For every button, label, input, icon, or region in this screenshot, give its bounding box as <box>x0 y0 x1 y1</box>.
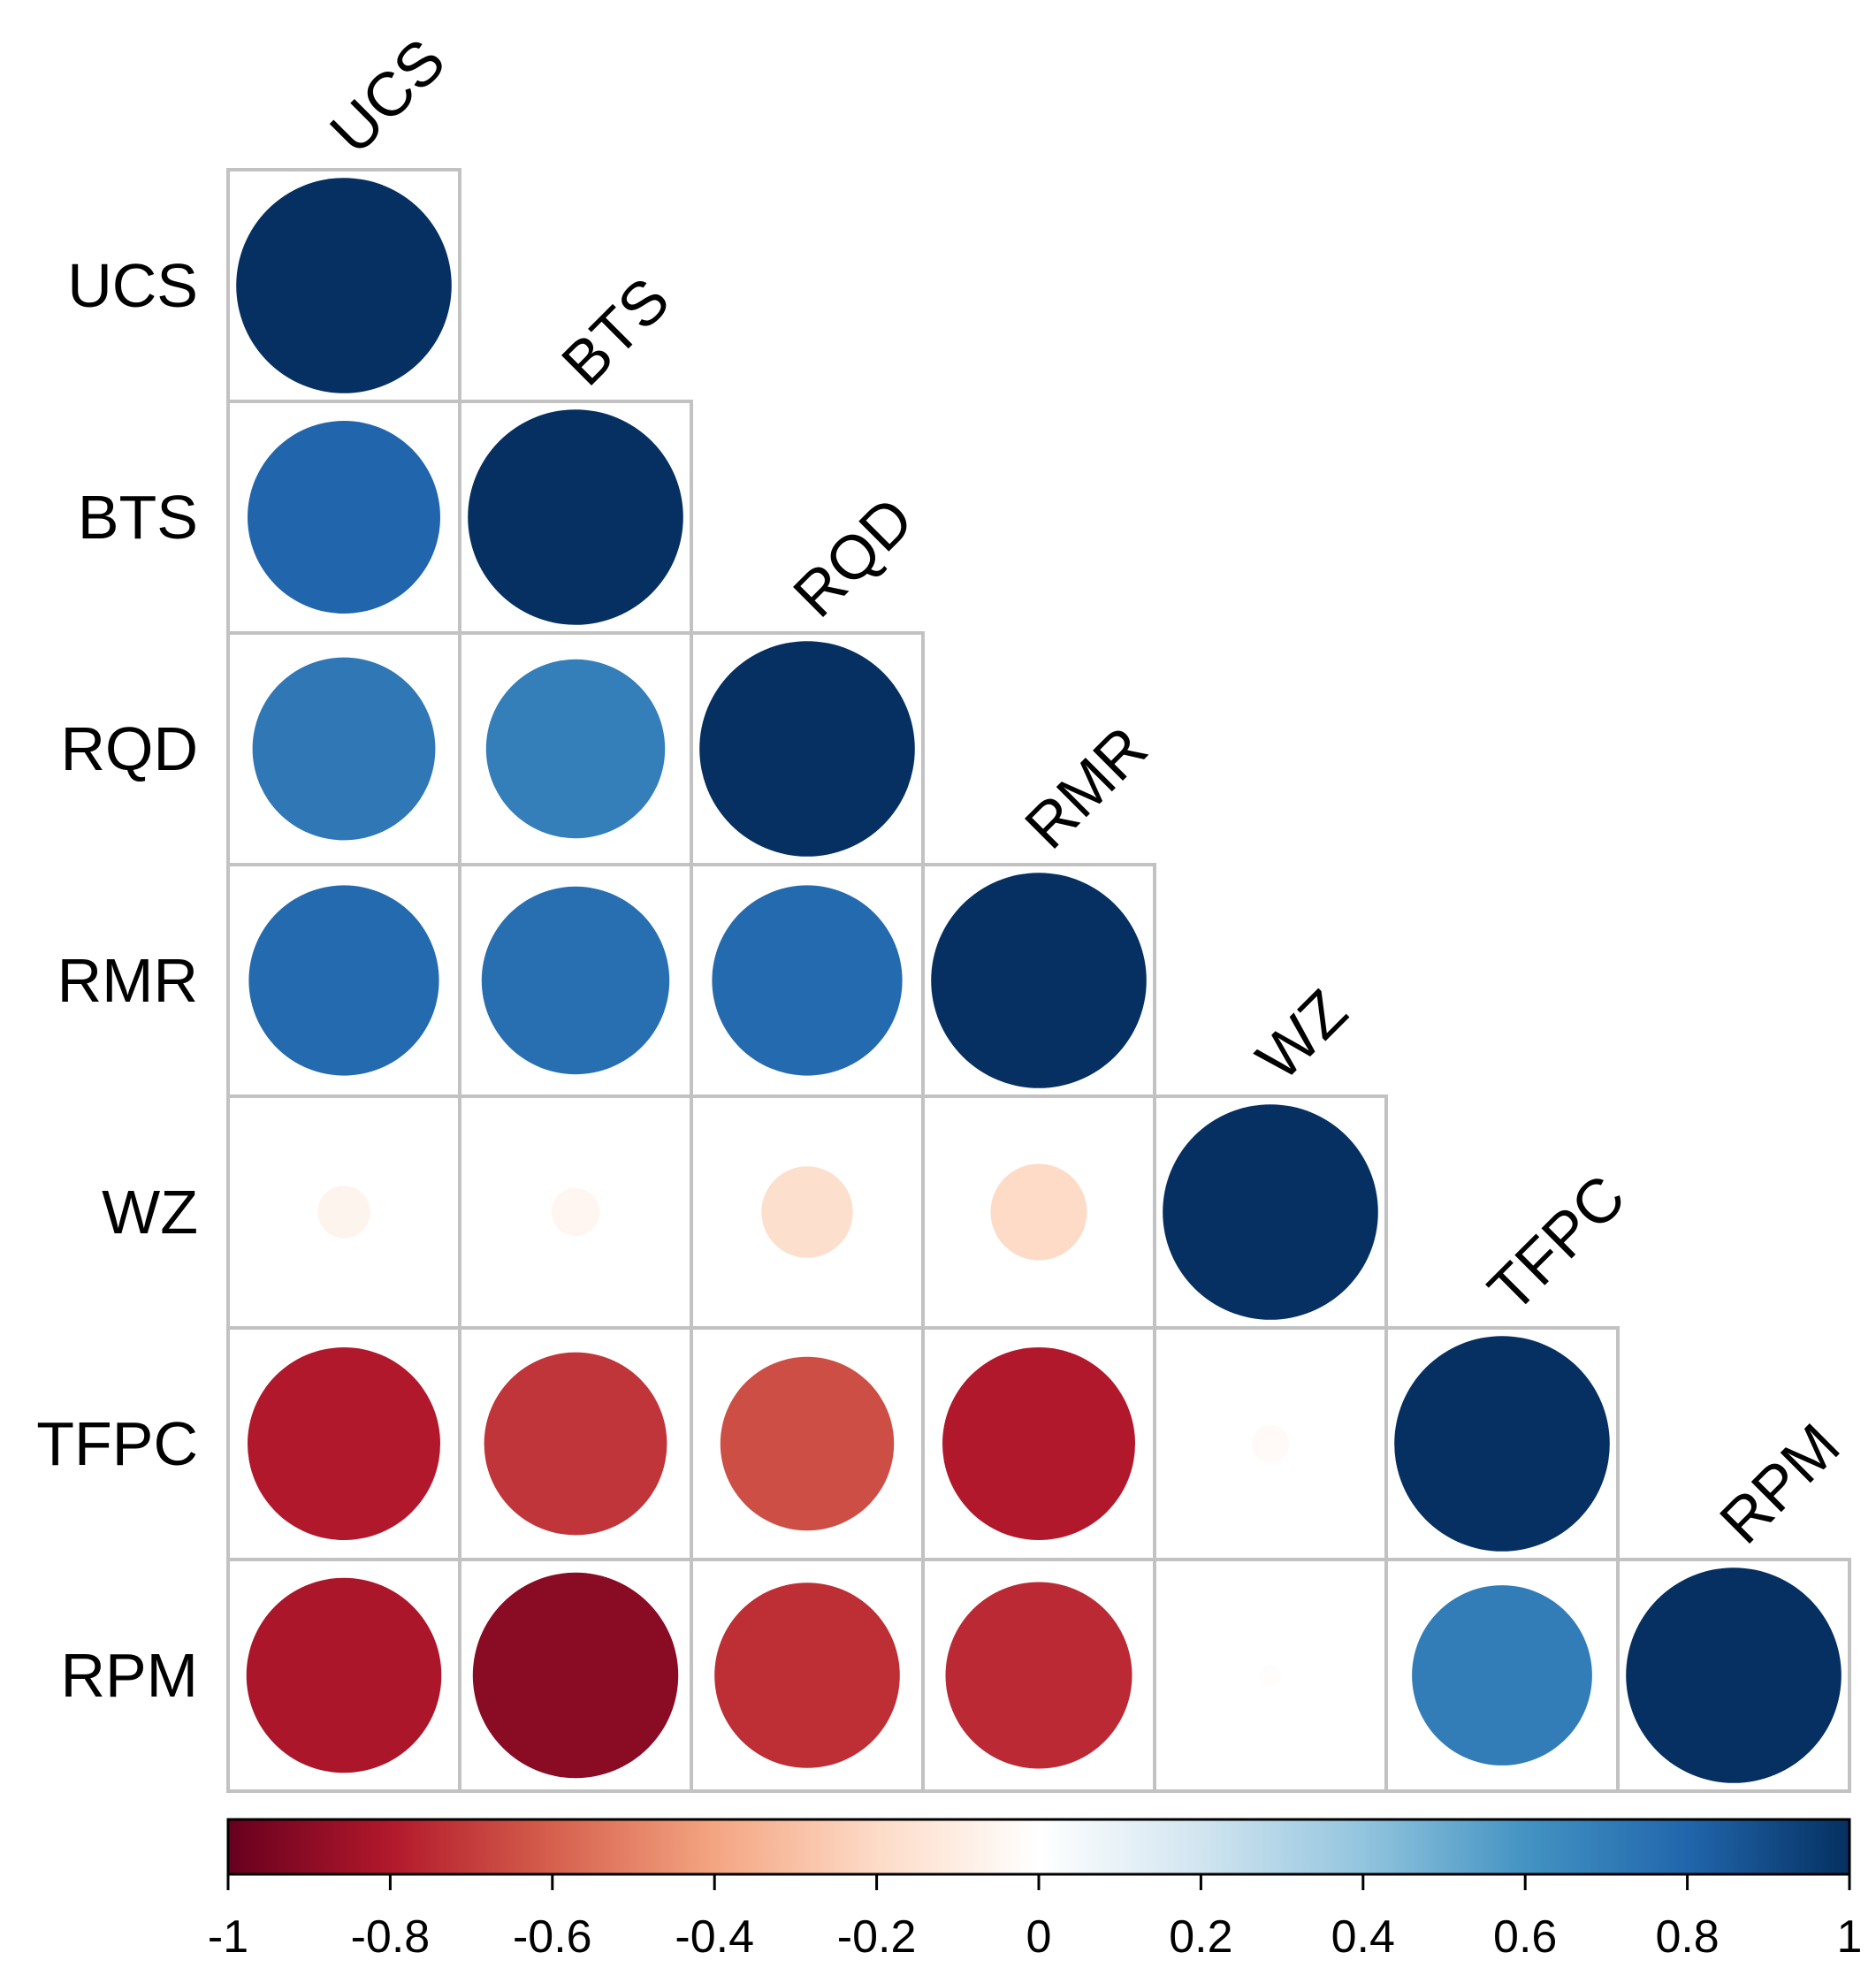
colorbar-tick-label: -1 <box>208 1911 248 1963</box>
circle-rpm-rqd <box>714 1583 900 1768</box>
colorbar-tick-label: -0.6 <box>513 1911 592 1963</box>
row-label-wz: WZ <box>102 1178 198 1247</box>
circle-tfpc-bts <box>484 1352 667 1536</box>
colorbar-tick-label: -0.4 <box>675 1911 754 1963</box>
circle-wz-rqd <box>761 1166 853 1258</box>
circle-rmr-rmr <box>931 873 1147 1088</box>
circle-tfpc-rmr <box>942 1347 1135 1540</box>
colorbar-tick-label: -0.2 <box>837 1911 917 1963</box>
circle-rqd-rqd <box>699 641 915 857</box>
colorbar: -1 -0.8 -0.6 -0.4 -0.2 0 0.2 0.4 0.6 0.8 1 <box>208 1818 1863 1963</box>
circle-ucs-ucs <box>236 178 452 393</box>
circle-rmr-ucs <box>248 885 439 1076</box>
circle-rpm-ucs <box>246 1577 442 1773</box>
column-label-tfpc: TFPC <box>1475 1162 1637 1324</box>
row-label-rqd: RQD <box>60 714 198 783</box>
colorbar-tick-label: 0.2 <box>1169 1911 1232 1963</box>
column-label-bts: BTS <box>548 264 682 398</box>
circle-tfpc-tfpc <box>1394 1336 1610 1552</box>
correlation-cells <box>226 168 1851 1793</box>
column-label-rqd: RQD <box>780 484 926 629</box>
circle-rpm-wz <box>1259 1664 1282 1687</box>
circle-rmr-rqd <box>712 885 903 1076</box>
row-label-rmr: RMR <box>57 946 198 1015</box>
circle-rpm-bts <box>472 1572 679 1779</box>
colorbar-tick-label: 0 <box>1026 1911 1052 1963</box>
circle-wz-rmr <box>990 1163 1087 1261</box>
cell-rpm-rpm <box>1616 1558 1851 1793</box>
circle-rpm-tfpc <box>1412 1585 1592 1766</box>
circle-rqd-ucs <box>252 657 436 841</box>
circle-bts-bts <box>468 409 683 625</box>
circle-wz-wz <box>1163 1104 1378 1320</box>
column-label-rmr: RMR <box>1011 713 1160 862</box>
colorbar-gradient <box>226 1818 1851 1876</box>
circle-wz-bts <box>551 1187 600 1237</box>
circle-rpm-rpm <box>1626 1567 1842 1783</box>
circle-rqd-bts <box>485 659 666 839</box>
row-label-bts: BTS <box>78 483 198 552</box>
circle-rpm-rmr <box>945 1582 1132 1769</box>
colorbar-tick-label: 0.4 <box>1331 1911 1395 1963</box>
row-label-ucs: UCS <box>67 251 198 320</box>
circle-wz-ucs <box>317 1186 370 1239</box>
row-labels: UCS BTS RQD RMR WZ TFPC RPM <box>36 251 198 1710</box>
column-label-wz: WZ <box>1243 976 1360 1093</box>
colorbar-tick-label: 0.8 <box>1655 1911 1719 1963</box>
circle-tfpc-wz <box>1251 1424 1290 1463</box>
circle-tfpc-ucs <box>248 1347 440 1540</box>
row-label-rpm: RPM <box>60 1641 198 1710</box>
circle-rmr-bts <box>481 886 670 1075</box>
circle-tfpc-rqd <box>720 1356 895 1531</box>
column-label-ucs: UCS <box>316 26 458 167</box>
colorbar-tick-label: -0.8 <box>351 1911 431 1963</box>
colorbar-tick-label: 0.6 <box>1493 1911 1557 1963</box>
circle-bts-ucs <box>248 421 440 614</box>
row-label-tfpc: TFPC <box>36 1409 198 1478</box>
colorbar-tick-label: 1 <box>1837 1911 1863 1963</box>
column-label-rpm: RPM <box>1706 1410 1852 1556</box>
